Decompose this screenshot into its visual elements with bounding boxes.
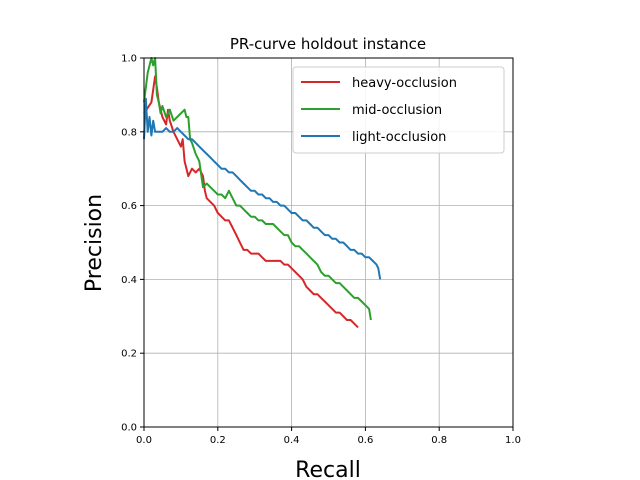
y-tick-label: 0.4 (121, 275, 137, 286)
x-tick-label: 0.0 (136, 435, 152, 446)
x-axis-ticks: 0.0 0.2 0.4 0.6 0.8 1.0 (136, 427, 521, 446)
x-axis-label: Recall (295, 458, 361, 480)
plot-frame (143, 57, 514, 428)
legend: heavy-occlusion mid-occlusion light-occlus… (292, 66, 505, 154)
series-layer (143, 57, 382, 329)
series-line-light-occlusion (143, 97, 382, 280)
y-tick-label: 0.8 (121, 127, 137, 138)
y-axis-label: Precision (82, 194, 107, 292)
x-tick-label: 0.8 (431, 435, 447, 446)
legend-label-heavy-occlusion: heavy-occlusion (352, 76, 457, 91)
y-tick-label: 0.0 (121, 423, 137, 434)
legend-box (292, 66, 505, 154)
y-tick-label: 0.2 (121, 349, 137, 360)
x-tick-label: 0.4 (284, 435, 300, 446)
x-tick-label: 0.2 (210, 435, 226, 446)
x-tick-label: 0.6 (357, 435, 373, 446)
y-tick-label: 1.0 (121, 54, 137, 65)
y-tick-label: 0.6 (121, 201, 137, 212)
legend-label-light-occlusion: light-occlusion (352, 130, 446, 145)
chart-title: PR-curve holdout instance (230, 35, 426, 53)
x-tick-label: 1.0 (505, 435, 521, 446)
legend-label-mid-occlusion: mid-occlusion (352, 103, 442, 118)
y-axis-ticks: 0.0 0.2 0.4 0.6 0.8 1.0 (121, 54, 144, 434)
series-line-mid-occlusion (143, 57, 372, 321)
series-line-heavy-occlusion (143, 75, 359, 329)
